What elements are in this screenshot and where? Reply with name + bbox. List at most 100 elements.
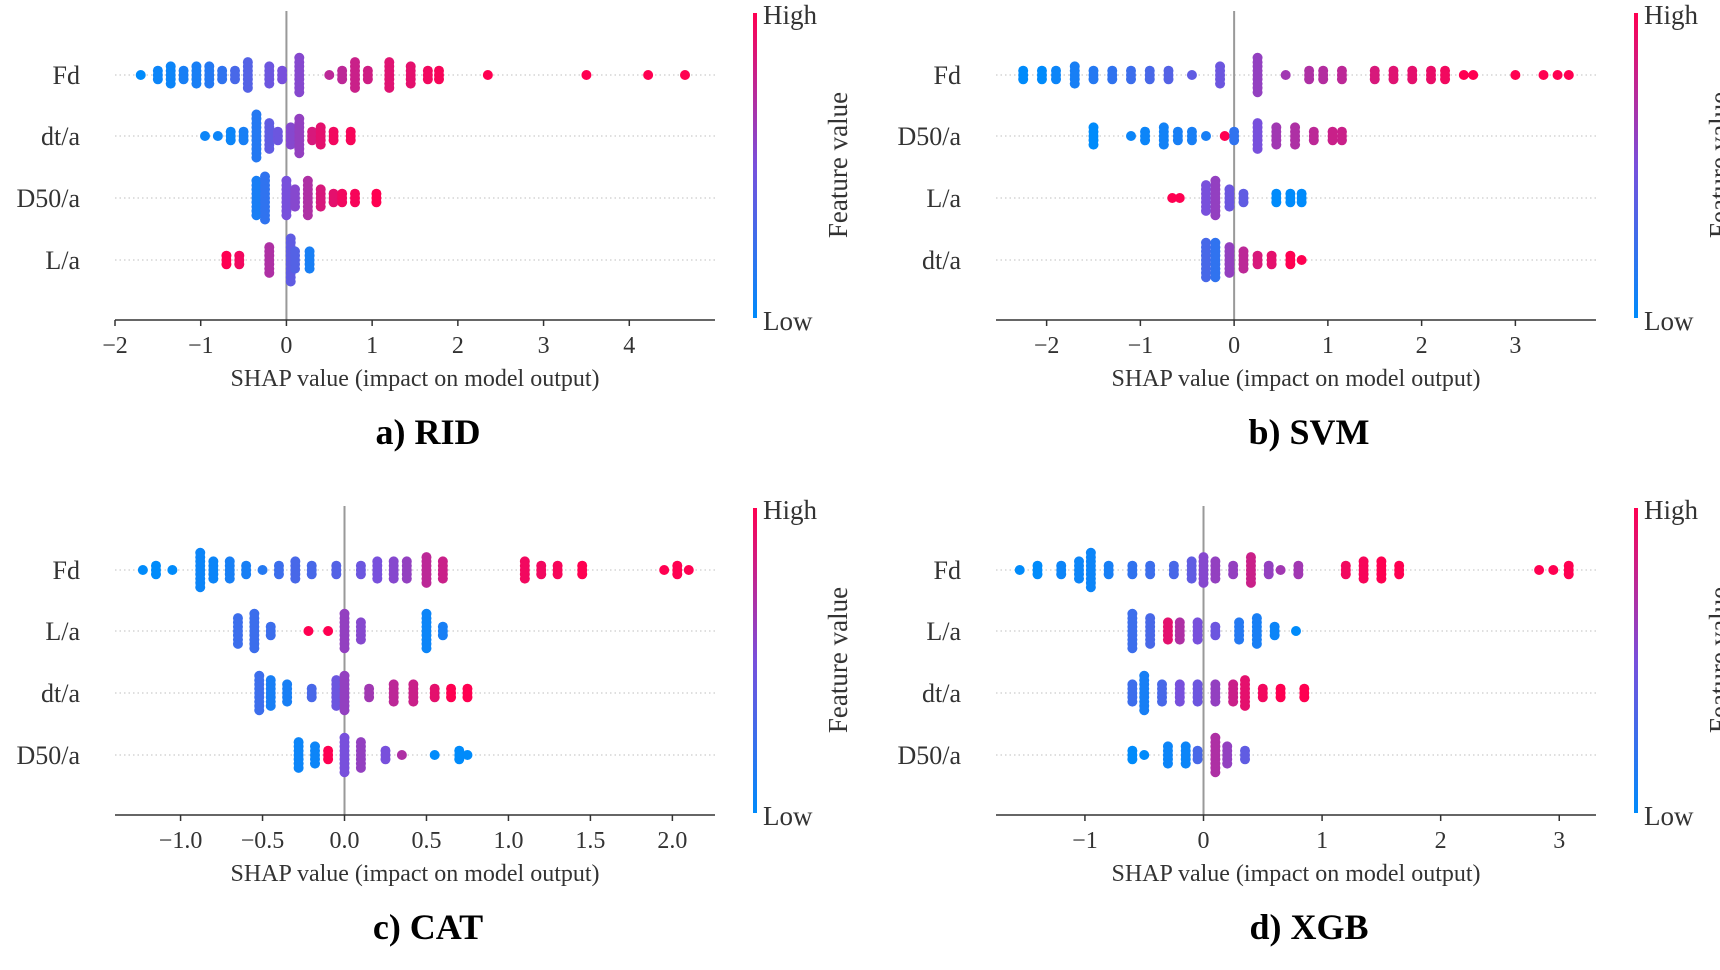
panel-title: b) SVM: [1248, 412, 1369, 452]
shap-point: [1238, 197, 1249, 208]
shap-point: [1510, 70, 1521, 80]
shap-point: [1210, 272, 1221, 283]
shap-point: [1172, 135, 1183, 146]
shap-point: [1051, 74, 1061, 85]
shap-point: [1198, 577, 1209, 588]
shap-point: [265, 700, 276, 711]
panel-svm: Fd D50/a L/a dt/a −2 −1 0 1 2 3 SHAP value (impact…: [881, 0, 1720, 475]
feature-label: D50/a: [16, 741, 80, 770]
shap-point: [195, 582, 206, 593]
x-tick-label: −2: [102, 333, 128, 359]
shap-point: [281, 210, 292, 221]
shap-point: [290, 201, 300, 212]
shap-point: [1107, 74, 1118, 85]
shap-point: [437, 630, 448, 641]
shap-point: [421, 577, 432, 588]
shap-point: [277, 74, 288, 85]
panel-title: a) RID: [376, 412, 481, 452]
shap-point: [339, 705, 350, 716]
shap-beeswarm-plot: Fd D50/a L/a dt/a −2 −1 0 1 2 3 SHAP value (impact…: [897, 0, 1720, 452]
shap-point: [401, 573, 412, 584]
shap-point: [683, 565, 694, 575]
colorbar-title: Feature value: [823, 92, 853, 238]
shap-point: [293, 762, 304, 773]
shap-point: [1224, 201, 1235, 212]
shap-point: [1252, 143, 1263, 154]
shap-point: [1219, 131, 1230, 141]
feature-row-dots: [1088, 118, 1347, 154]
shap-point: [437, 573, 448, 584]
feature-label: D50/a: [897, 122, 961, 151]
shap-point: [1032, 569, 1043, 580]
shap-point: [337, 74, 348, 85]
feature-label: D50/a: [16, 184, 80, 213]
shap-point: [290, 573, 301, 584]
shap-point: [304, 263, 315, 274]
colorbar-title: Feature value: [823, 587, 853, 733]
shap-point: [1210, 696, 1221, 707]
shap-point: [234, 259, 245, 270]
feature-label: Fd: [53, 61, 80, 90]
shap-point: [1538, 70, 1549, 80]
shap-point: [1074, 573, 1085, 584]
colorbar-low-label: Low: [1644, 306, 1694, 336]
shap-point: [264, 143, 275, 154]
shap-point: [429, 692, 440, 703]
shap-point: [581, 70, 592, 80]
shap-point: [339, 767, 350, 778]
shap-point: [1563, 569, 1574, 580]
feature-row-dots: [135, 52, 690, 98]
shap-point: [1394, 569, 1405, 580]
shap-point: [1222, 758, 1233, 769]
x-tick-label: 1: [366, 333, 378, 359]
colorbar: [753, 508, 757, 813]
feature-label: L/a: [926, 617, 961, 646]
shap-point: [1263, 569, 1274, 580]
shap-point: [1240, 700, 1251, 711]
shap-point: [241, 569, 252, 580]
shap-point: [355, 762, 366, 773]
shap-point: [323, 626, 334, 636]
feature-label: Fd: [934, 556, 961, 585]
shap-point: [1252, 87, 1263, 98]
shap-point: [137, 565, 148, 575]
shap-point: [1229, 135, 1240, 146]
shap-point: [1228, 696, 1239, 707]
shap-point: [1548, 565, 1559, 575]
x-tick-label: 1.0: [493, 828, 523, 854]
x-axis-label: SHAP value (impact on model output): [230, 861, 599, 887]
feature-label: D50/a: [897, 741, 961, 770]
shap-point: [1210, 573, 1221, 584]
panel-xgb: Fd L/a dt/a D50/a −1 0 1 2 3 SHAP value (impact o…: [881, 495, 1720, 970]
shap-point: [1127, 643, 1138, 654]
colorbar-low-label: Low: [1644, 801, 1694, 831]
shap-point: [152, 74, 163, 85]
shap-point: [1192, 634, 1203, 645]
shap-point: [536, 569, 547, 580]
shap-point: [1271, 139, 1282, 150]
x-tick-label: 4: [623, 333, 635, 359]
shap-point: [1234, 634, 1245, 645]
x-tick-label: 3: [538, 333, 550, 359]
shap-point: [364, 692, 375, 703]
shap-beeswarm-plot: Fd dt/a D50/a L/a −2 −1 0 1 2 3 4 SHAP value (impac…: [16, 0, 853, 452]
shap-point: [260, 214, 270, 225]
shap-point: [1245, 577, 1256, 588]
colorbar: [753, 13, 757, 318]
shap-point: [1291, 626, 1301, 636]
shap-point: [294, 87, 305, 98]
colorbar-high-label: High: [763, 495, 818, 525]
shap-point: [1251, 638, 1262, 649]
shap-point: [208, 573, 219, 584]
shap-point: [310, 758, 320, 769]
feature-label: L/a: [926, 184, 961, 213]
shap-point: [1275, 692, 1286, 703]
shap-point: [1308, 135, 1319, 146]
feature-row-dots: [1201, 237, 1307, 283]
shap-point: [315, 201, 326, 212]
shap-point: [1468, 70, 1479, 80]
shap-point: [577, 569, 588, 580]
shap-point: [165, 78, 176, 89]
feature-label: Fd: [53, 556, 80, 585]
shap-point: [1271, 197, 1282, 208]
